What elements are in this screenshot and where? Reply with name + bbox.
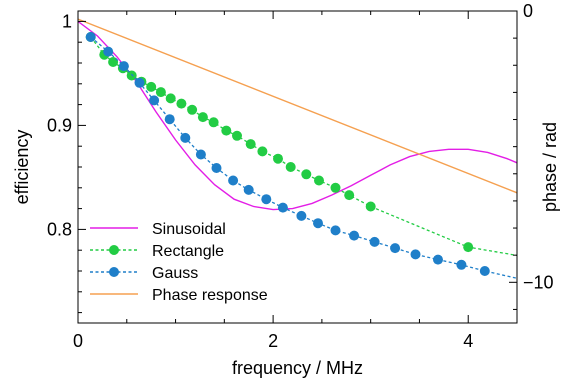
plot-clipped-group [78,18,517,279]
data-point-rectangle [301,169,312,180]
legend: Sinusoidal Rectangle Gauss Phase response [90,221,268,304]
x-tick-label: 2 [268,331,278,351]
x-tick-label: 0 [73,331,83,351]
data-point-rectangle [314,175,324,186]
legend-label-rectangle: Rectangle [152,243,224,260]
data-point-rectangle [273,153,283,164]
data-point-gauss [479,266,490,276]
y-tick-label: 1 [62,11,72,31]
data-point-rectangle [245,139,256,150]
data-point-rectangle [146,81,157,92]
data-point-gauss [149,95,160,106]
legend-label-phase-response: Phase response [152,287,268,304]
axes: 0 2 4 0.8 0.9 1 0 −10 frequency / MHz efficiency p… [12,1,560,378]
x-axis-title: frequency / MHz [232,358,363,378]
data-point-rectangle [463,242,474,253]
data-point-rectangle [197,112,208,123]
data-point-rectangle [257,146,268,157]
data-point-gauss [433,254,443,265]
y2-tick-label: 0 [523,1,533,21]
data-point-gauss [410,249,421,260]
data-point-gauss [103,46,114,57]
data-point-gauss [456,259,467,270]
data-point-gauss [164,114,175,125]
x-tick-label: 4 [463,331,473,351]
data-point-rectangle [365,201,376,212]
y2-tick-label: −10 [523,272,554,292]
y2-axis-title: phase / rad [540,122,560,212]
data-point-rectangle [108,57,119,67]
legend-label-gauss: Gauss [152,265,198,282]
data-point-rectangle [126,70,137,81]
data-point-gauss [85,32,96,42]
data-point-gauss [296,210,307,221]
data-point-gauss [277,202,288,213]
data-point-gauss [330,225,341,236]
legend-label-sinusoidal: Sinusoidal [152,221,226,238]
data-point-gauss [390,243,401,254]
data-point-rectangle [208,117,219,128]
series-line-sinusoidal [78,20,517,211]
data-point-rectangle [344,190,355,201]
data-point-rectangle [155,87,166,98]
data-point-gauss [313,218,323,229]
data-point-gauss [261,194,272,205]
data-point-rectangle [187,104,198,115]
data-point-rectangle [165,93,176,104]
data-point-gauss [134,77,145,88]
y-axis-title: efficiency [12,130,32,205]
data-point-gauss [211,163,222,173]
data-point-rectangle [232,130,242,141]
legend-marker-rectangle [109,245,119,255]
series-line-phase-response [78,18,517,194]
data-point-rectangle [330,182,341,193]
data-point-gauss [180,132,191,143]
data-point-gauss [349,230,360,241]
legend-marker-gauss [109,267,119,277]
y-tick-label: 0.8 [47,219,72,239]
data-point-rectangle [176,98,187,109]
data-point-gauss [118,61,129,72]
data-point-rectangle [285,162,296,172]
plot-area [78,18,517,279]
y-tick-label: 0.9 [47,115,72,135]
data-point-rectangle [221,125,232,136]
data-point-gauss [369,236,380,247]
data-point-gauss [243,184,254,195]
data-point-gauss [228,175,239,186]
data-point-gauss [195,149,206,160]
